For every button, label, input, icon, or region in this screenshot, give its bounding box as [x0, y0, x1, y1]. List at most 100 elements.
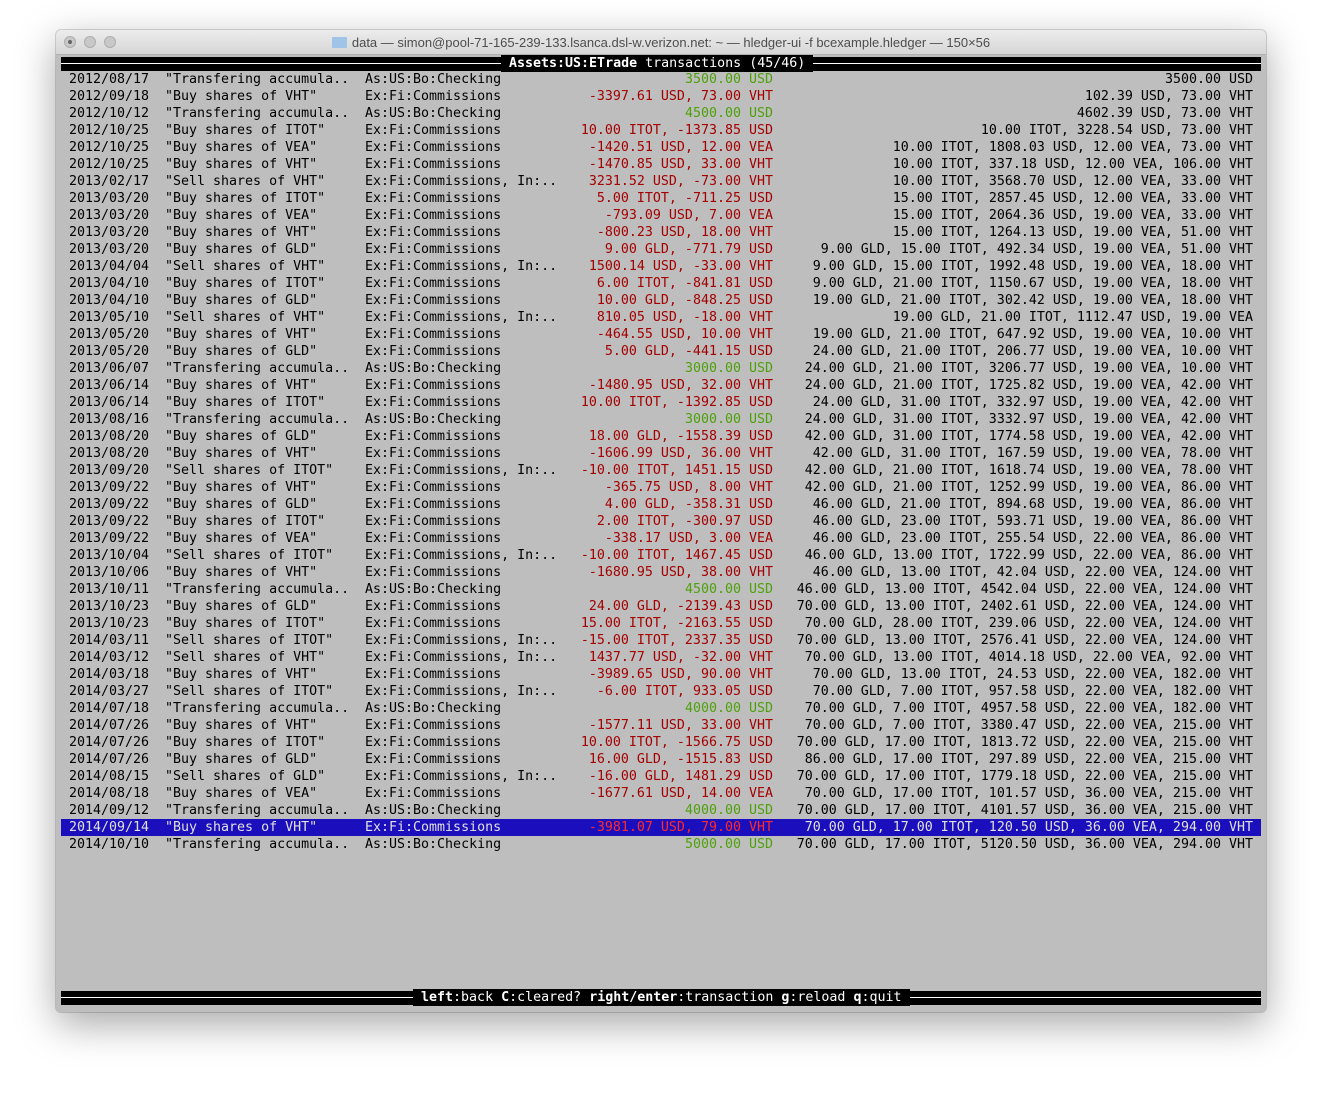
close-button[interactable] [64, 36, 76, 48]
balance: 70.00 GLD, 17.00 ITOT, 120.50 USD, 36.00… [804, 820, 1253, 835]
terminal[interactable]: Assets:US:ETrade transactions (45/46) 20… [61, 55, 1261, 1012]
transaction-row[interactable]: 2014/07/26 "Buy shares of GLD" Ex:Fi:Commi… [61, 751, 1261, 768]
transaction-row[interactable]: 2012/08/17 "Transfering accumula.. As:US:B… [61, 71, 1261, 88]
balance: 19.00 GLD, 21.00 ITOT, 647.92 USD, 19.00… [812, 327, 1253, 342]
transaction-row[interactable]: 2014/08/18 "Buy shares of VEA" Ex:Fi:Commi… [61, 785, 1261, 802]
transaction-row[interactable]: 2013/10/11 "Transfering accumula.. As:US:B… [61, 581, 1261, 598]
transaction-row[interactable]: 2014/09/12 "Transfering accumula.. As:US:B… [61, 802, 1261, 819]
amount: 4000.00 USD [684, 803, 773, 818]
transaction-list[interactable]: 2012/08/17 "Transfering accumula.. As:US:B… [61, 71, 1261, 853]
maximize-button[interactable] [104, 36, 116, 48]
transaction-row[interactable]: 2013/09/22 "Buy shares of VHT" Ex:Fi:Commi… [61, 479, 1261, 496]
date: 2013/06/14 [69, 395, 150, 410]
transaction-row[interactable]: 2012/10/25 "Buy shares of VHT" Ex:Fi:Commi… [61, 156, 1261, 173]
position-indicator: (45/46) [749, 56, 806, 71]
transaction-row[interactable]: 2012/10/25 "Buy shares of ITOT" Ex:Fi:Comm… [61, 122, 1261, 139]
account: Ex:Fi:Commissions [365, 293, 502, 308]
amount: -3981.07 USD, 79.00 VHT [588, 820, 773, 835]
account: Ex:Fi:Commissions [365, 344, 502, 359]
transaction-row[interactable]: 2013/03/20 "Buy shares of VHT" Ex:Fi:Commi… [61, 224, 1261, 241]
transaction-row[interactable]: 2014/07/26 "Buy shares of VHT" Ex:Fi:Commi… [61, 717, 1261, 734]
transaction-row[interactable]: 2013/05/10 "Sell shares of VHT" Ex:Fi:Comm… [61, 309, 1261, 326]
amount: 10.00 ITOT, -1392.85 USD [580, 395, 773, 410]
amount: 5000.00 USD [684, 837, 773, 852]
transaction-row[interactable]: 2013/09/22 "Buy shares of ITOT" Ex:Fi:Comm… [61, 513, 1261, 530]
description: "Buy shares of GLD" [165, 497, 318, 512]
balance: 9.00 GLD, 21.00 ITOT, 1150.67 USD, 19.00… [812, 276, 1253, 291]
minimize-button[interactable] [84, 36, 96, 48]
account: Ex:Fi:Commissions [365, 191, 502, 206]
date: 2014/07/26 [69, 718, 150, 733]
transaction-row[interactable]: 2013/08/20 "Buy shares of GLD" Ex:Fi:Commi… [61, 428, 1261, 445]
amount: 5.00 ITOT, -711.25 USD [596, 191, 773, 206]
transaction-row[interactable]: 2013/06/14 "Buy shares of ITOT" Ex:Fi:Comm… [61, 394, 1261, 411]
folder-icon [331, 37, 347, 48]
balance: 70.00 GLD, 17.00 ITOT, 1779.18 USD, 22.0… [796, 769, 1253, 784]
description: "Buy shares of VHT" [165, 446, 318, 461]
transaction-row[interactable]: 2013/09/22 "Buy shares of GLD" Ex:Fi:Commi… [61, 496, 1261, 513]
transaction-row[interactable]: 2013/08/20 "Buy shares of VHT" Ex:Fi:Commi… [61, 445, 1261, 462]
description: "Sell shares of VHT" [165, 310, 326, 325]
account: Ex:Fi:Commissions [365, 820, 502, 835]
transaction-row[interactable]: 2012/09/18 "Buy shares of VHT" Ex:Fi:Commi… [61, 88, 1261, 105]
account: Ex:Fi:Commissions [365, 395, 502, 410]
transaction-row[interactable]: 2013/08/16 "Transfering accumula.. As:US:B… [61, 411, 1261, 428]
description: "Sell shares of ITOT" [165, 633, 334, 648]
date: 2013/04/04 [69, 259, 150, 274]
transaction-row-selected[interactable]: 2014/09/14 "Buy shares of VHT" Ex:Fi:Commi… [61, 819, 1261, 836]
description: "Sell shares of GLD" [165, 769, 326, 784]
transaction-row[interactable]: 2013/05/20 "Buy shares of VHT" Ex:Fi:Commi… [61, 326, 1261, 343]
amount: -793.09 USD, 7.00 VEA [604, 208, 773, 223]
date: 2013/03/20 [69, 208, 150, 223]
description: "Sell shares of ITOT" [165, 548, 334, 563]
transaction-row[interactable]: 2013/09/20 "Sell shares of ITOT" Ex:Fi:Com… [61, 462, 1261, 479]
balance: 70.00 GLD, 17.00 ITOT, 101.57 USD, 36.00… [804, 786, 1253, 801]
transaction-row[interactable]: 2013/06/07 "Transfering accumula.. As:US:B… [61, 360, 1261, 377]
account: As:US:Bo:Checking [365, 803, 502, 818]
transaction-row[interactable]: 2014/10/10 "Transfering accumula.. As:US:B… [61, 836, 1261, 853]
transaction-row[interactable]: 2014/03/12 "Sell shares of VHT" Ex:Fi:Comm… [61, 649, 1261, 666]
key-action: transaction [685, 990, 774, 1005]
transaction-row[interactable]: 2014/08/15 "Sell shares of GLD" Ex:Fi:Comm… [61, 768, 1261, 785]
transaction-row[interactable]: 2014/03/27 "Sell shares of ITOT" Ex:Fi:Com… [61, 683, 1261, 700]
date: 2014/08/18 [69, 786, 150, 801]
transaction-row[interactable]: 2013/10/23 "Buy shares of GLD" Ex:Fi:Commi… [61, 598, 1261, 615]
transaction-row[interactable]: 2013/03/20 "Buy shares of VEA" Ex:Fi:Commi… [61, 207, 1261, 224]
transaction-row[interactable]: 2013/10/04 "Sell shares of ITOT" Ex:Fi:Com… [61, 547, 1261, 564]
transaction-row[interactable]: 2013/06/14 "Buy shares of VHT" Ex:Fi:Commi… [61, 377, 1261, 394]
balance: 10.00 ITOT, 3568.70 USD, 12.00 VEA, 33.0… [892, 174, 1253, 189]
transaction-row[interactable]: 2013/03/20 "Buy shares of ITOT" Ex:Fi:Comm… [61, 190, 1261, 207]
amount: -10.00 ITOT, 1451.15 USD [580, 463, 773, 478]
transaction-row[interactable]: 2013/04/04 "Sell shares of VHT" Ex:Fi:Comm… [61, 258, 1261, 275]
transaction-row[interactable]: 2013/09/22 "Buy shares of VEA" Ex:Fi:Commi… [61, 530, 1261, 547]
transaction-row[interactable]: 2013/10/06 "Buy shares of VHT" Ex:Fi:Commi… [61, 564, 1261, 581]
balance: 86.00 GLD, 17.00 ITOT, 297.89 USD, 22.00… [804, 752, 1253, 767]
transaction-row[interactable]: 2013/05/20 "Buy shares of GLD" Ex:Fi:Commi… [61, 343, 1261, 360]
transaction-row[interactable]: 2013/04/10 "Buy shares of ITOT" Ex:Fi:Comm… [61, 275, 1261, 292]
balance: 70.00 GLD, 13.00 ITOT, 24.53 USD, 22.00 … [812, 667, 1253, 682]
account: As:US:Bo:Checking [365, 837, 502, 852]
date: 2013/09/20 [69, 463, 150, 478]
transaction-row[interactable]: 2014/07/18 "Transfering accumula.. As:US:B… [61, 700, 1261, 717]
account: Ex:Fi:Commissions, In:.. [365, 310, 558, 325]
transaction-row[interactable]: 2014/03/11 "Sell shares of ITOT" Ex:Fi:Com… [61, 632, 1261, 649]
account: Ex:Fi:Commissions [365, 667, 502, 682]
description: "Buy shares of VHT" [165, 565, 318, 580]
transaction-row[interactable]: 2014/03/18 "Buy shares of VHT" Ex:Fi:Commi… [61, 666, 1261, 683]
transaction-row[interactable]: 2013/02/17 "Sell shares of VHT" Ex:Fi:Comm… [61, 173, 1261, 190]
transaction-row[interactable]: 2013/04/10 "Buy shares of GLD" Ex:Fi:Commi… [61, 292, 1261, 309]
balance: 24.00 GLD, 31.00 ITOT, 3332.97 USD, 19.0… [804, 412, 1253, 427]
transaction-row[interactable]: 2013/03/20 "Buy shares of GLD" Ex:Fi:Commi… [61, 241, 1261, 258]
key-action: reload [797, 990, 846, 1005]
date: 2013/08/20 [69, 446, 150, 461]
transaction-row[interactable]: 2012/10/12 "Transfering accumula.. As:US:B… [61, 105, 1261, 122]
transaction-row[interactable]: 2014/07/26 "Buy shares of ITOT" Ex:Fi:Comm… [61, 734, 1261, 751]
transaction-row[interactable]: 2012/10/25 "Buy shares of VEA" Ex:Fi:Commi… [61, 139, 1261, 156]
key-name: C [501, 990, 510, 1005]
footer-bar: left:back C:cleared? right/enter:transac… [61, 989, 1261, 1006]
amount: -1606.99 USD, 36.00 VHT [588, 446, 773, 461]
transaction-row[interactable]: 2013/10/23 "Buy shares of ITOT" Ex:Fi:Comm… [61, 615, 1261, 632]
description: "Transfering accumula.. [165, 701, 350, 716]
key-name: g [781, 990, 790, 1005]
window-title: data — simon@pool-71-165-239-133.lsanca.… [56, 35, 1266, 50]
